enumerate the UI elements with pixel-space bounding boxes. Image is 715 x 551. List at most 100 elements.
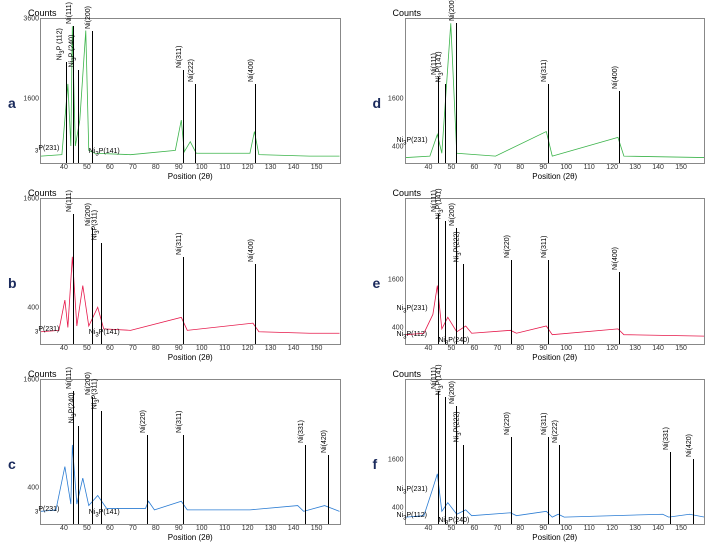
xrd-panel-e: Countse400160040506070809010011012013014… (373, 188, 708, 362)
peak-label: Ni(420) (686, 434, 693, 457)
peak-label: Ni(400) (612, 66, 619, 89)
x-tick: 120 (606, 525, 618, 532)
x-tick: 90 (539, 164, 547, 171)
peak-marker (619, 272, 620, 344)
x-axis-label: Position (2θ) (532, 353, 577, 362)
peak-label: Ni(220) (504, 235, 511, 258)
x-tick: 90 (539, 345, 547, 352)
peak-marker (147, 435, 148, 524)
x-tick: 40 (60, 164, 68, 171)
peak-label: Ni(111) (66, 2, 73, 24)
y-tick: 1600 (388, 276, 404, 283)
x-tick: 100 (560, 164, 572, 171)
x-tick: 140 (288, 345, 300, 352)
x-tick: 80 (152, 164, 160, 171)
peak-marker (328, 455, 329, 524)
x-tick: 90 (539, 525, 547, 532)
x-tick: 90 (175, 525, 183, 532)
x-tick: 60 (470, 164, 478, 171)
x-tick: 150 (675, 525, 687, 532)
peak-label: Ni(400) (248, 239, 255, 262)
peak-label: Ni(200) (449, 381, 456, 404)
x-axis-label: Position (2θ) (168, 172, 213, 181)
peak-marker (445, 84, 446, 163)
y-tick: 1600 (388, 456, 404, 463)
peak-label: Ni3P (240) (68, 35, 77, 68)
x-tick: 80 (516, 164, 524, 171)
x-tick: 110 (219, 164, 230, 171)
peak-label: Ni3P (112) (57, 28, 66, 60)
x-tick: 60 (470, 525, 478, 532)
peak-label: Ni(311) (541, 60, 548, 82)
peak-label: Ni(220) (504, 412, 511, 435)
panel-letter: d (373, 95, 382, 111)
y-tick: 1600 (23, 196, 39, 203)
y-tick: 1600 (23, 96, 39, 103)
x-tick: 150 (311, 525, 323, 532)
y-tick: 1600 (388, 96, 404, 103)
peak-label: Ni(200) (85, 203, 92, 226)
x-tick: 60 (470, 345, 478, 352)
x-tick: 60 (106, 164, 114, 171)
peak-marker (92, 397, 93, 524)
peak-marker (183, 70, 184, 164)
peak-label: Ni(331) (663, 427, 670, 450)
peak-label: Ni3P(222) (454, 231, 463, 262)
spectrum-trace (41, 380, 340, 524)
x-tick: 140 (652, 525, 664, 532)
y-tick: 1600 (23, 376, 39, 383)
peak-label: Ni(420) (321, 430, 328, 453)
x-tick: 90 (175, 164, 183, 171)
x-tick: 60 (106, 525, 114, 532)
peak-label: Ni(200) (449, 203, 456, 226)
peak-marker (78, 426, 79, 524)
peak-marker (66, 62, 67, 163)
y-axis-label: Counts (393, 188, 422, 198)
x-tick: 130 (265, 525, 277, 532)
peak-label: Ni(311) (176, 233, 183, 255)
x-tick: 40 (425, 345, 433, 352)
peak-marker (183, 257, 184, 344)
x-tick: 100 (196, 525, 208, 532)
plot-area: 4001600405060708090100110120130140150Pos… (405, 18, 706, 164)
peak-label: Ni(220) (140, 410, 147, 433)
peak-label: Ni(400) (248, 59, 255, 82)
x-tick: 40 (60, 345, 68, 352)
plot-area: 4001600405060708090100110120130140150Pos… (40, 198, 341, 344)
peak-marker (548, 84, 549, 163)
peak-marker (255, 84, 256, 163)
x-tick: 100 (560, 525, 572, 532)
side-peak-label: Ni3P(141) (89, 148, 120, 157)
x-tick: 120 (242, 345, 254, 352)
peak-marker (445, 221, 446, 344)
peak-marker (511, 437, 512, 524)
panel-letter: f (373, 456, 378, 472)
side-peak-label: Ni3P(141) (89, 329, 120, 338)
peak-marker (92, 31, 93, 164)
x-tick: 110 (584, 525, 595, 532)
x-tick: 120 (606, 164, 618, 171)
side-peak-label: Ni3P(240) (438, 337, 469, 346)
x-tick: 140 (652, 164, 664, 171)
peak-label: Ni(111) (66, 190, 73, 212)
xrd-panel-b: Countsb400160040506070809010011012013014… (8, 188, 343, 362)
spectrum-trace (406, 19, 705, 163)
x-tick: 50 (83, 345, 91, 352)
peak-marker (255, 264, 256, 343)
panel-letter: e (373, 275, 381, 291)
x-tick: 90 (175, 345, 183, 352)
peak-label: Ni(200) (449, 0, 456, 21)
plot-area: 4001600405060708090100110120130140150Pos… (40, 379, 341, 525)
x-tick: 50 (83, 164, 91, 171)
peak-label: Ni3P(311) (91, 379, 100, 409)
y-tick: 400 (392, 504, 404, 511)
y-tick: 3600 (23, 16, 39, 23)
side-peak-label: 3P(231) (35, 506, 59, 515)
x-axis-label: Position (2θ) (532, 533, 577, 542)
panel-letter: a (8, 95, 16, 111)
y-tick: 400 (27, 484, 39, 491)
x-tick: 150 (675, 345, 687, 352)
x-tick: 100 (560, 345, 572, 352)
peak-marker (195, 84, 196, 163)
x-tick: 140 (288, 525, 300, 532)
